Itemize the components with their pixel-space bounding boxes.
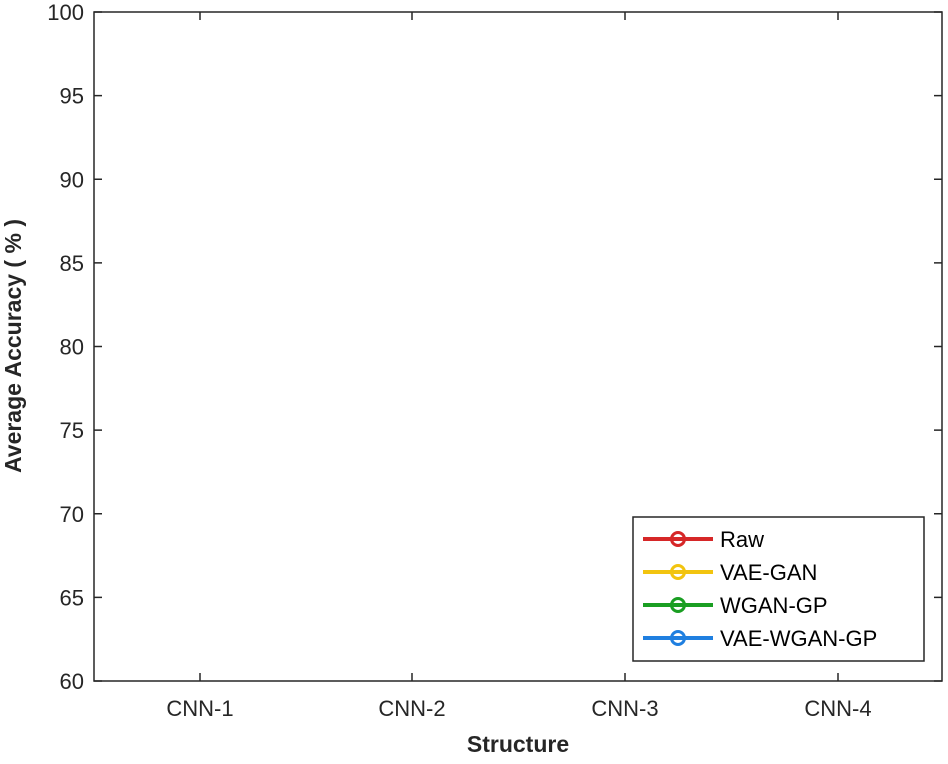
y-tick-label: 90 [60,167,84,192]
y-axis-title: Average Accuracy ( % ) [0,219,26,473]
y-tick-label: 65 [60,585,84,610]
legend-swatch-marker [670,531,686,547]
legend-label: VAE-WGAN-GP [720,626,877,651]
x-tick-label: CNN-4 [804,696,871,721]
legend: Raw VAE-GAN WGAN-GP VAE-WGAN-GP [632,516,925,662]
x-tick-label: CNN-2 [378,696,445,721]
x-axis-title: Structure [467,731,569,757]
y-tick-label: 95 [60,84,84,109]
y-tick-label: 80 [60,335,84,360]
legend-label: VAE-GAN [720,560,817,585]
y-tick-label: 70 [60,502,84,527]
y-tick-label: 100 [47,0,84,25]
x-tick-label: CNN-1 [166,696,233,721]
legend-swatch-marker [670,630,686,646]
x-tick-label: CNN-3 [591,696,658,721]
legend-swatch-marker [670,564,686,580]
y-tick-label: 75 [60,418,84,443]
legend-label: Raw [720,527,764,552]
y-tick-label: 60 [60,669,84,694]
legend-label: WGAN-GP [720,593,828,618]
y-tick-label: 85 [60,251,84,276]
legend-swatch-marker [670,597,686,613]
